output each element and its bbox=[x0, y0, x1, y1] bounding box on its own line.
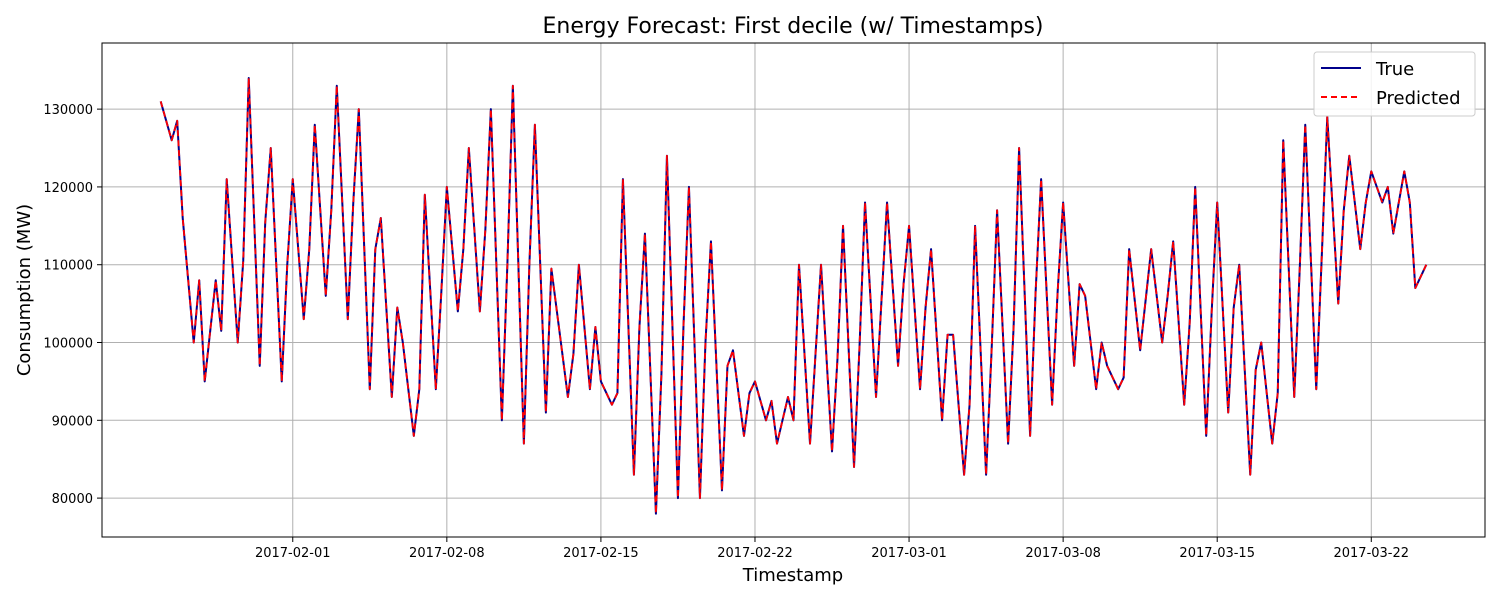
x-tick-label: 2017-02-08 bbox=[409, 546, 485, 561]
y-tick-label: 80000 bbox=[52, 492, 93, 507]
y-tick-label: 90000 bbox=[52, 414, 93, 429]
series-lines bbox=[159, 77, 1428, 515]
y-axis-label: Consumption (MW) bbox=[14, 204, 35, 376]
x-tick-label: 2017-03-01 bbox=[871, 546, 947, 561]
x-axis-label: Timestamp bbox=[742, 565, 843, 586]
y-tick-label: 110000 bbox=[43, 259, 93, 274]
legend-label-true: True bbox=[1375, 59, 1414, 80]
x-tick-label: 2017-02-15 bbox=[563, 546, 639, 561]
y-tick-label: 130000 bbox=[43, 103, 93, 118]
y-axis-ticks: 80000 90000 100000 110000 120000 130000 bbox=[43, 103, 102, 507]
legend: True Predicted bbox=[1313, 51, 1476, 117]
x-tick-label: 2017-02-22 bbox=[717, 546, 793, 561]
series-line-predicted bbox=[159, 77, 1428, 515]
legend-label-predicted: Predicted bbox=[1376, 88, 1461, 109]
x-axis-ticks: 2017-02-01 2017-02-08 2017-02-15 2017-02-22… bbox=[255, 537, 1409, 561]
chart-title: Energy Forecast: First decile (w/ Timest… bbox=[543, 14, 1044, 39]
series-line-true bbox=[159, 77, 1428, 515]
x-tick-label: 2017-03-15 bbox=[1179, 546, 1255, 561]
plot-frame bbox=[101, 42, 1486, 538]
x-tick-label: 2017-03-08 bbox=[1025, 546, 1101, 561]
y-tick-label: 100000 bbox=[43, 337, 93, 352]
x-tick-label: 2017-03-22 bbox=[1333, 546, 1409, 561]
grid bbox=[102, 43, 1485, 537]
x-tick-label: 2017-02-01 bbox=[255, 546, 331, 561]
y-tick-label: 120000 bbox=[43, 181, 93, 196]
